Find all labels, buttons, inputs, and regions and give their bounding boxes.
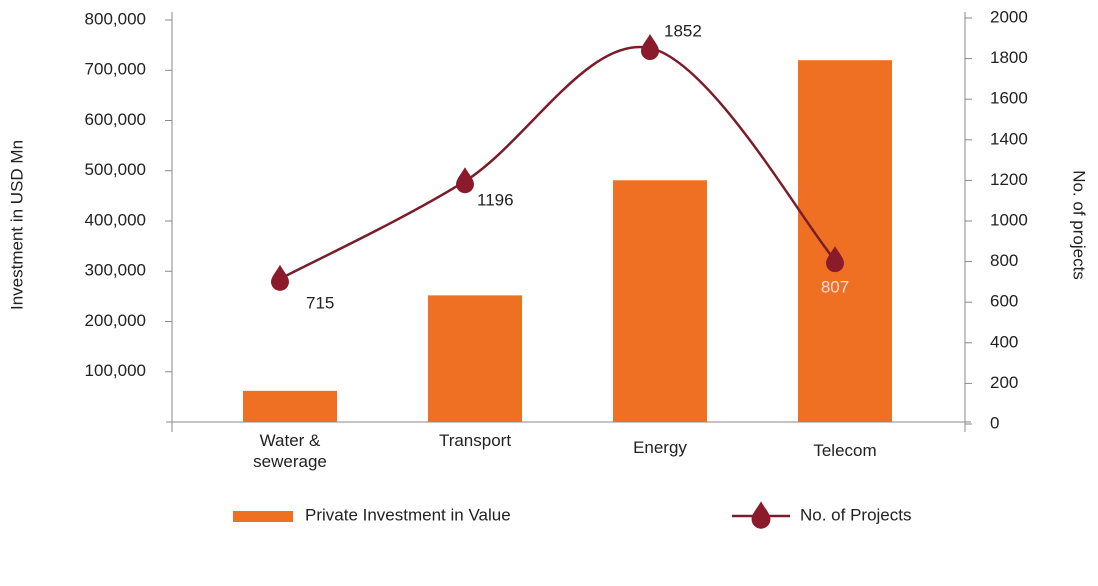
- marker: [641, 34, 659, 61]
- y-axis-title: Investment in USD Mn: [7, 140, 26, 310]
- y-tick-label: 700,000: [85, 60, 146, 79]
- y-tick-label: 200,000: [85, 311, 146, 330]
- data-label: 715: [306, 293, 334, 312]
- x-tick-label: Transport: [438, 431, 512, 450]
- marker: [826, 246, 844, 273]
- bar: [613, 180, 707, 422]
- bar: [798, 60, 892, 422]
- x-tick-label: Water & sewerage: [253, 431, 327, 471]
- marker: [456, 167, 474, 194]
- legend-label: No. of Projects: [800, 505, 912, 524]
- legend-label: Private Investment in Value: [305, 505, 511, 524]
- y-tick-label: 300,000: [85, 261, 146, 280]
- data-label: 1196: [477, 191, 514, 210]
- y2-tick-label: 1000: [990, 210, 1028, 229]
- data-label: 807: [821, 278, 849, 297]
- y2-tick-label: 0: [990, 413, 999, 432]
- y2-tick-label: 200: [990, 373, 1018, 392]
- bar: [428, 295, 522, 422]
- marker: [271, 264, 289, 291]
- y2-tick-label: 800: [990, 251, 1018, 270]
- y-tick-label: 600,000: [85, 110, 146, 129]
- line: [279, 45, 836, 280]
- data-label: 1852: [664, 22, 702, 41]
- y2-tick-label: 400: [990, 332, 1018, 351]
- y-tick-label: 400,000: [85, 210, 146, 229]
- y-tick-label: 100,000: [85, 361, 146, 380]
- y2-tick-label: 2000: [990, 7, 1028, 26]
- y2-axis-title: No. of projects: [1070, 170, 1089, 280]
- x-tick-label: Telecom: [813, 441, 877, 460]
- bar: [243, 390, 337, 422]
- legend-marker: [751, 501, 771, 529]
- y-tick-label: 500,000: [85, 160, 146, 179]
- y2-tick-label: 600: [990, 292, 1018, 311]
- y-tick-label: 800,000: [85, 9, 146, 28]
- legend-swatch: [233, 511, 293, 522]
- y2-tick-label: 1200: [990, 170, 1028, 189]
- y2-tick-label: 1600: [990, 89, 1028, 108]
- x-tick-label: Energy: [633, 438, 687, 457]
- y2-tick-label: 1400: [990, 129, 1028, 148]
- y2-tick-label: 1800: [990, 48, 1028, 67]
